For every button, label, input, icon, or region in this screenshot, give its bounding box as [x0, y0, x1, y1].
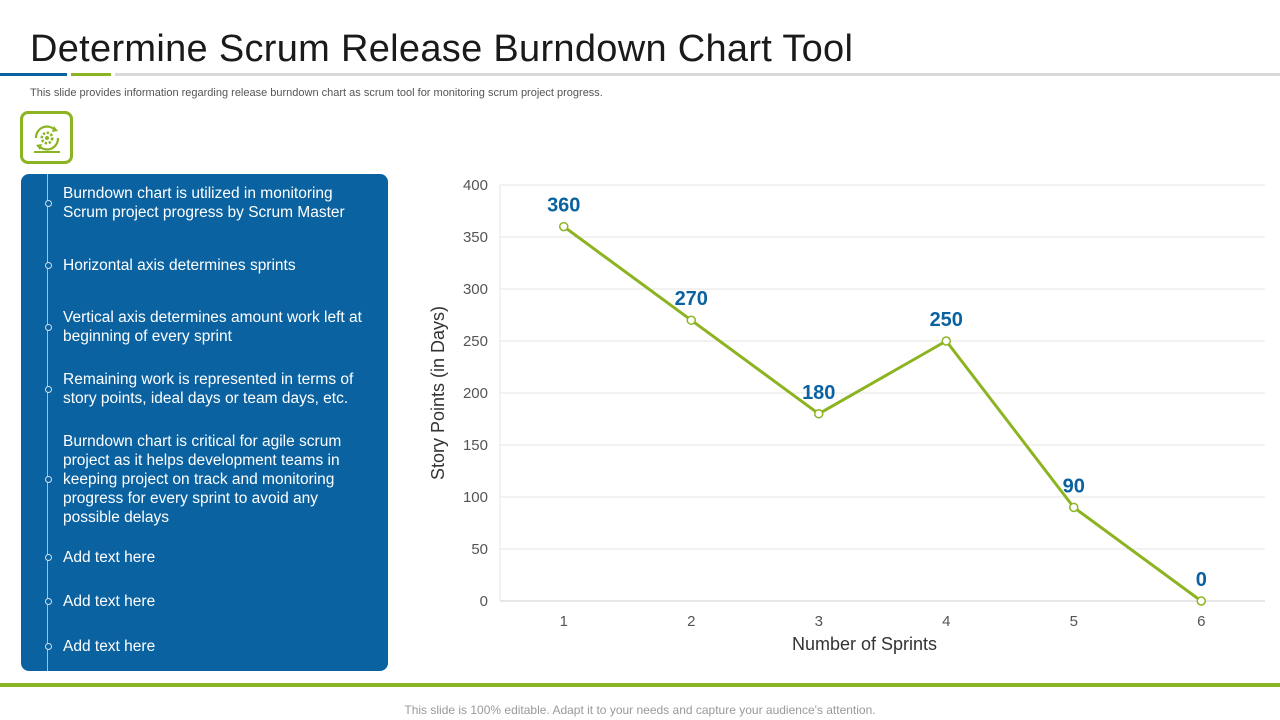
y-tick-label: 300	[463, 281, 488, 298]
bullet-text: Add text here	[63, 549, 156, 566]
bullet-text: Burndown chart is critical for agile scr…	[63, 433, 342, 526]
title-rule-gray	[115, 73, 1280, 76]
data-point	[1196, 596, 1206, 606]
y-tick-label: 0	[480, 593, 488, 610]
slide-title: Determine Scrum Release Burndown Chart T…	[30, 28, 854, 70]
y-tick-label: 400	[463, 177, 488, 194]
bullet-text: Vertical axis determines amount work lef…	[63, 309, 362, 345]
bullet-text: Burndown chart is utilized in monitoring…	[63, 185, 345, 221]
data-point	[941, 336, 951, 346]
x-tick-label: 6	[1197, 613, 1205, 630]
y-tick-label: 100	[463, 489, 488, 506]
bullet-dot	[45, 262, 52, 269]
burndown-line-chart: 0 50 100 150 200 250 300 350 400 1 2 3 4 5 6 Number of …	[428, 177, 1265, 654]
title-rule-blue	[0, 73, 67, 76]
series-line	[562, 225, 1203, 603]
x-tick-label: 1	[560, 613, 568, 630]
bottom-rule	[0, 683, 1280, 687]
x-tick-label: 3	[815, 613, 823, 630]
data-label: 0	[1196, 569, 1207, 591]
slide-subtitle: This slide provides information regardin…	[30, 87, 603, 99]
timeline-line	[47, 174, 48, 671]
x-tick-label: 5	[1070, 613, 1078, 630]
data-point	[559, 221, 569, 232]
info-panel: Burndown chart is utilized in monitoring…	[21, 174, 388, 671]
bullet-text: Add text here	[63, 638, 156, 655]
data-label: 270	[675, 288, 708, 310]
data-label: 250	[930, 309, 963, 331]
x-axis-title: Number of Sprints	[792, 634, 937, 654]
y-tick-label: 250	[463, 333, 488, 350]
data-label: 90	[1063, 475, 1085, 497]
bullet-text: Remaining work is represented in terms o…	[63, 371, 354, 407]
slide-footer: This slide is 100% editable. Adapt it to…	[404, 703, 876, 717]
bullet-dot	[45, 476, 52, 483]
x-tick-label: 2	[687, 613, 695, 630]
y-tick-label: 350	[463, 229, 488, 246]
y-axis-title: Story Points (in Days)	[428, 306, 448, 480]
data-point	[814, 409, 824, 419]
y-tick-label: 50	[471, 541, 488, 558]
bullet-dot	[45, 554, 52, 561]
data-point	[686, 315, 696, 325]
bullet-dot	[45, 598, 52, 605]
bullet-dot	[45, 200, 52, 207]
data-label: 360	[547, 195, 580, 217]
title-rule-green	[71, 73, 111, 76]
bullet-text: Add text here	[63, 593, 156, 610]
data-label: 180	[802, 382, 835, 404]
bullet-text: Horizontal axis determines sprints	[63, 257, 296, 274]
bullet-dot	[45, 643, 52, 650]
data-point	[1069, 502, 1079, 513]
y-tick-label: 200	[463, 385, 488, 402]
bullet-dot	[45, 386, 52, 393]
scrum-cycle-gear-icon	[20, 111, 73, 164]
gear-icon	[33, 124, 60, 153]
bullet-dot	[45, 324, 52, 331]
x-tick-label: 4	[942, 613, 950, 630]
y-tick-label: 150	[463, 437, 488, 454]
